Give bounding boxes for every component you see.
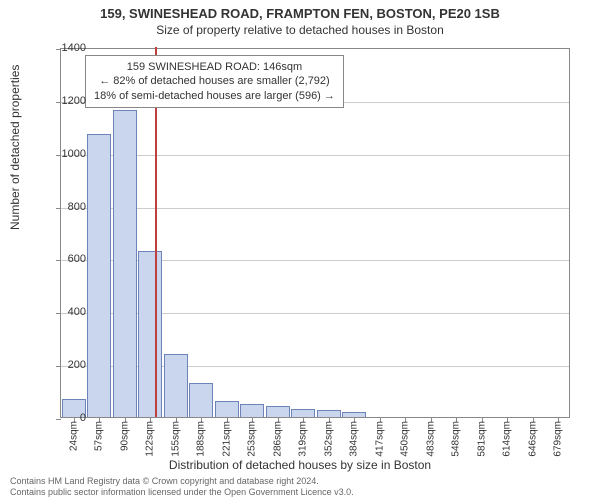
x-axis-label: Distribution of detached houses by size … [0, 458, 600, 472]
xtick-label: 417sqm [374, 417, 385, 457]
ytick-label: 1400 [56, 42, 86, 54]
ytick-label: 600 [56, 253, 86, 265]
page-subtitle: Size of property relative to detached ho… [0, 23, 600, 37]
ytick-label: 400 [56, 306, 86, 318]
xtick-label: 384sqm [349, 417, 360, 457]
chart-area: 159 SWINESHEAD ROAD: 146sqm ← 82% of det… [60, 48, 570, 418]
xtick-label: 57sqm [94, 417, 105, 451]
xtick-label: 679sqm [553, 417, 564, 457]
xtick-label: 221sqm [221, 417, 232, 457]
histogram-bar [215, 401, 239, 417]
ytick-label: 0 [56, 412, 86, 424]
ytick-label: 800 [56, 201, 86, 213]
histogram-bar [240, 404, 264, 417]
xtick-label: 581sqm [476, 417, 487, 457]
histogram-bar [189, 383, 213, 417]
info-line-2: ← 82% of detached houses are smaller (2,… [94, 74, 335, 88]
xtick-label: 450sqm [400, 417, 411, 457]
info-line-1: 159 SWINESHEAD ROAD: 146sqm [94, 60, 335, 74]
xtick-label: 155sqm [170, 417, 181, 457]
page-title: 159, SWINESHEAD ROAD, FRAMPTON FEN, BOST… [0, 6, 600, 21]
gridline [61, 208, 569, 209]
xtick-label: 319sqm [298, 417, 309, 457]
title-block: 159, SWINESHEAD ROAD, FRAMPTON FEN, BOST… [0, 0, 600, 37]
histogram-bar [113, 110, 137, 417]
xtick-label: 286sqm [272, 417, 283, 457]
xtick-label: 253sqm [247, 417, 258, 457]
info-line-3: 18% of semi-detached houses are larger (… [94, 89, 335, 103]
xtick-label: 122sqm [145, 417, 156, 457]
ytick-label: 1000 [56, 148, 86, 160]
xtick-label: 188sqm [196, 417, 207, 457]
info-box: 159 SWINESHEAD ROAD: 146sqm ← 82% of det… [85, 55, 344, 108]
ytick-label: 1200 [56, 95, 86, 107]
footer: Contains HM Land Registry data © Crown c… [10, 476, 354, 498]
ytick-label: 200 [56, 359, 86, 371]
footer-line-1: Contains HM Land Registry data © Crown c… [10, 476, 354, 487]
histogram-bar [266, 406, 290, 417]
xtick-label: 548sqm [451, 417, 462, 457]
xtick-label: 90sqm [119, 417, 130, 451]
histogram-bar [291, 409, 315, 417]
histogram-bar [138, 251, 162, 418]
xtick-label: 614sqm [502, 417, 513, 457]
gridline [61, 155, 569, 156]
xtick-label: 483sqm [425, 417, 436, 457]
histogram-bar [87, 134, 111, 417]
histogram-bar [164, 354, 188, 417]
xtick-label: 352sqm [323, 417, 334, 457]
footer-line-2: Contains public sector information licen… [10, 487, 354, 498]
histogram-bar [317, 410, 341, 417]
y-axis-label: Number of detached properties [8, 65, 22, 230]
xtick-label: 646sqm [527, 417, 538, 457]
